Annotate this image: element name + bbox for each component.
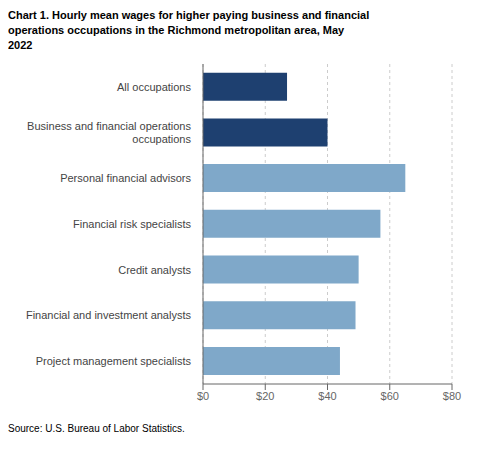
html-text:operations occupations in the: operations occupations in the Richmond m… [8,24,345,36]
html-text:2022: 2022 [8,39,33,51]
svg-text:$80: $80 [443,390,461,402]
svg-text:$60: $60 [381,390,399,402]
svg-text:Financial risk specialists: Financial risk specialists [73,218,191,230]
html-text:Source: U.S. Bureau of Labor S: Source: U.S. Bureau of Labor Statistics. [8,423,185,434]
svg-text:Credit analysts: Credit analysts [118,264,191,276]
svg-text:$40: $40 [318,390,336,402]
svg-text:$0: $0 [197,390,209,402]
svg-text:Personal financial advisors: Personal financial advisors [60,172,191,184]
svg-text:Business and financial operati: Business and financial operationsoccupat… [27,120,191,145]
html-text:Chart 1. Hourly mean wages for: Chart 1. Hourly mean wages for higher pa… [8,9,370,21]
svg-text:Financial and investment analy: Financial and investment analysts [26,309,192,321]
svg-text:$20: $20 [256,390,274,402]
svg-text:All occupations: All occupations [117,81,191,93]
svg-text:Project management specialists: Project management specialists [36,355,192,367]
